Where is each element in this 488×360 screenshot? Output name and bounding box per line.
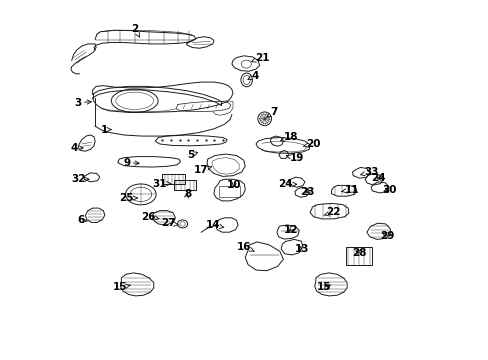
Text: 31: 31 <box>152 179 170 189</box>
Text: 8: 8 <box>183 189 191 199</box>
Bar <box>174 180 196 190</box>
Text: 33: 33 <box>360 167 378 177</box>
Text: 9: 9 <box>123 158 139 168</box>
Text: 10: 10 <box>226 180 241 190</box>
Text: 21: 21 <box>251 53 269 63</box>
Text: 4: 4 <box>71 143 83 153</box>
Text: 7: 7 <box>266 107 277 117</box>
Text: 22: 22 <box>323 207 341 217</box>
Text: 4: 4 <box>247 71 259 81</box>
Text: 17: 17 <box>193 165 211 175</box>
Text: 23: 23 <box>300 186 314 197</box>
Text: 19: 19 <box>286 153 303 163</box>
Text: 6: 6 <box>77 215 87 225</box>
Text: 16: 16 <box>237 242 254 252</box>
Text: 5: 5 <box>186 150 197 160</box>
Text: 24: 24 <box>370 173 385 183</box>
Text: 28: 28 <box>352 248 366 258</box>
Text: 20: 20 <box>303 139 320 149</box>
Text: 11: 11 <box>341 185 358 195</box>
Text: 27: 27 <box>161 218 179 228</box>
Text: 30: 30 <box>381 185 396 195</box>
Text: 3: 3 <box>74 98 91 108</box>
Text: 26: 26 <box>141 212 159 222</box>
Text: 25: 25 <box>119 193 137 203</box>
Text: 29: 29 <box>380 231 394 241</box>
Text: 15: 15 <box>317 282 331 292</box>
Text: 32: 32 <box>71 174 89 184</box>
Text: 13: 13 <box>294 244 309 254</box>
Bar <box>162 174 184 184</box>
Text: 14: 14 <box>205 220 223 230</box>
Text: 2: 2 <box>131 24 140 37</box>
Text: 15: 15 <box>113 282 130 292</box>
Bar <box>346 247 371 265</box>
Bar <box>218 186 240 197</box>
Text: 18: 18 <box>280 132 298 142</box>
Text: 12: 12 <box>283 225 297 235</box>
Text: 1: 1 <box>100 125 111 135</box>
Text: 24: 24 <box>278 179 296 189</box>
